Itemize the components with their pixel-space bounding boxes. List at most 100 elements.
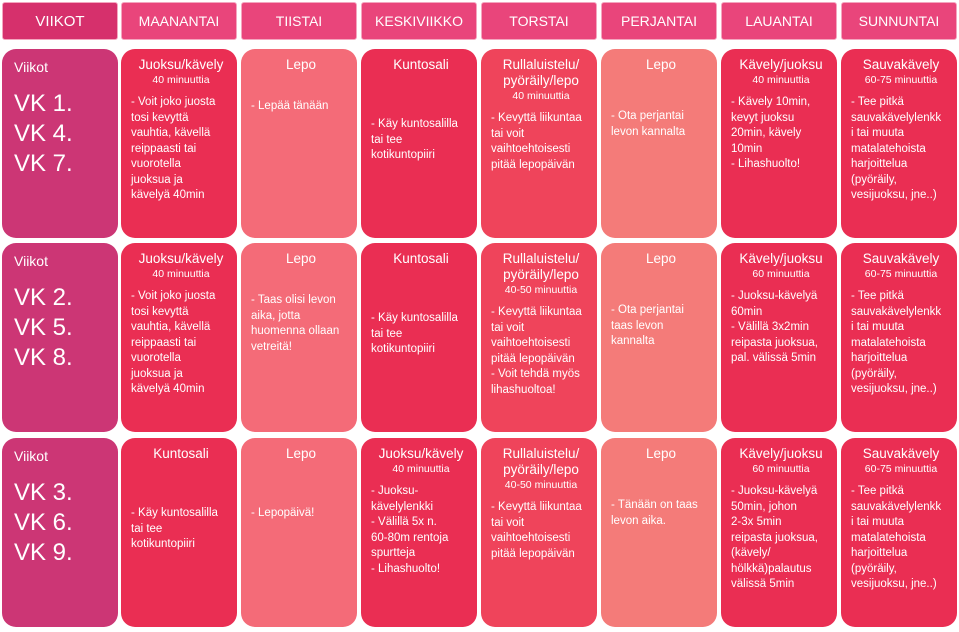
week-group-2: Viikot VK 2. VK 5. VK 8. — [2, 243, 118, 432]
week-label: Viikot — [14, 253, 48, 269]
activity-duration: 40 minuuttia — [752, 74, 810, 86]
activity-duration: 40 minuuttia — [152, 268, 210, 280]
activity-duration: 40 minuuttia — [392, 463, 450, 475]
activity-duration: 60 minuuttia — [752, 463, 810, 475]
day-card-fri-1: Lepo - Ota perjantai levon kannalta — [601, 49, 717, 238]
day-card-tue-3: Lepo - Lepopäivä! — [241, 438, 357, 627]
activity-description: - Tänään on taas levon aika. — [611, 499, 698, 527]
activity-title: Rullaluistelu/ pyöräily/lepo — [502, 57, 580, 88]
activity-title: Kävely/juoksu — [739, 446, 823, 461]
day-card-thu-2: Rullaluistelu/ pyöräily/lepo 40-50 minuu… — [481, 243, 597, 432]
day-card-mon-2: Juoksu/kävely 40 minuuttia - Voit joko j… — [121, 243, 237, 432]
day-card-wed-2: Kuntosali - Käy kuntosalilla tai tee kot… — [361, 243, 477, 432]
activity-description: - Tee pitkä sauvakävelylenkk i tai muuta… — [851, 485, 942, 590]
activity-title: Kuntosali — [393, 251, 449, 266]
day-card-fri-2: Lepo - Ota perjantai taas levon kannalta — [601, 243, 717, 432]
day-card-thu-1: Rullaluistelu/ pyöräily/lepo 40 minuutti… — [481, 49, 597, 238]
activity-description: - Ota perjantai levon kannalta — [611, 110, 686, 138]
activity-duration: 40-50 minuuttia — [504, 479, 578, 491]
activity-title: Kuntosali — [153, 446, 209, 461]
week-label: Viikot — [14, 59, 48, 75]
day-card-sun-2: Sauvakävely 60-75 minuuttia - Tee pitkä … — [841, 243, 957, 432]
activity-title: Kävely/juoksu — [739, 251, 823, 266]
activity-title: Sauvakävely — [862, 57, 940, 72]
activity-title: Juoksu/kävely — [138, 251, 224, 266]
day-card-tue-1: Lepo - Lepää tänään — [241, 49, 357, 238]
activity-duration: 60-75 minuuttia — [864, 463, 938, 475]
activity-description: - Käy kuntosalilla tai tee kotikuntopiir… — [371, 118, 458, 161]
activity-title: Lepo — [645, 446, 677, 461]
activity-description: - Lepopäivä! — [251, 507, 315, 519]
week-number: VK 6. — [14, 509, 73, 536]
activity-description: - Käy kuntosalilla tai tee kotikuntopiir… — [131, 507, 218, 550]
day-card-sun-1: Sauvakävely 60-75 minuuttia - Tee pitkä … — [841, 49, 957, 238]
activity-duration: 60-75 minuuttia — [864, 268, 938, 280]
activity-description: - Tee pitkä sauvakävelylenkk i tai muuta… — [851, 290, 942, 395]
activity-description: - Taas olisi levon aika, jotta huomenna … — [251, 294, 340, 353]
week-number: VK 3. — [14, 479, 73, 506]
activity-title: Lepo — [285, 251, 317, 266]
activity-description: - Voit joko juosta tosi kevyttä vauhtia,… — [131, 290, 216, 395]
day-card-sat-3: Kävely/juoksu 60 minuuttia - Juoksu-käve… — [721, 438, 837, 627]
activity-description: - Juoksu-kävelyä 50min, johon 2-3x 5min … — [731, 485, 818, 590]
activity-duration: 40 minuuttia — [512, 90, 570, 102]
activity-title: Rullaluistelu/ pyöräily/lepo — [502, 251, 580, 282]
week-number: VK 7. — [14, 150, 73, 177]
activity-title: Juoksu/kävely — [378, 446, 464, 461]
activity-title: Sauvakävely — [862, 446, 940, 461]
activity-title: Kuntosali — [393, 57, 449, 72]
activity-title: Kävely/juoksu — [739, 57, 823, 72]
week-group-3: Viikot VK 3. VK 6. VK 9. — [2, 438, 118, 627]
day-card-mon-1: Juoksu/kävely 40 minuuttia - Voit joko j… — [121, 49, 237, 238]
week-number: VK 9. — [14, 539, 73, 566]
header-viikot: VIIKOT — [2, 2, 118, 40]
activity-duration: 40-50 minuuttia — [504, 284, 578, 296]
activity-title: Lepo — [645, 57, 677, 72]
day-card-thu-3: Rullaluistelu/ pyöräily/lepo 40-50 minuu… — [481, 438, 597, 627]
day-card-mon-3: Kuntosali - Käy kuntosalilla tai tee kot… — [121, 438, 237, 627]
activity-title: Lepo — [285, 57, 317, 72]
header-lauantai: LAUANTAI — [721, 2, 837, 40]
week-number: VK 4. — [14, 120, 73, 147]
activity-title: Lepo — [285, 446, 317, 461]
activity-title: Juoksu/kävely — [138, 57, 224, 72]
activity-description: - Kevyttä liikuntaa tai voit vaihtoehtoi… — [491, 501, 582, 560]
header-keskiviikko: KESKIVIIKKO — [361, 2, 477, 40]
activity-duration: 40 minuuttia — [152, 74, 210, 86]
activity-description: - Voit joko juosta tosi kevyttä vauhtia,… — [131, 96, 216, 201]
day-card-sat-2: Kävely/juoksu 60 minuuttia - Juoksu-käve… — [721, 243, 837, 432]
activity-description: - Tee pitkä sauvakävelylenkk i tai muuta… — [851, 96, 942, 201]
activity-title: Lepo — [645, 251, 677, 266]
activity-title: Sauvakävely — [862, 251, 940, 266]
activity-description: - Kevyttä liikuntaa tai voit vaihtoehtoi… — [491, 306, 582, 396]
activity-duration: 60-75 minuuttia — [864, 74, 938, 86]
week-numbers: VK 2. VK 5. VK 8. — [14, 283, 112, 373]
activity-description: - Lepää tänään — [251, 100, 329, 112]
activity-description: - Kävely 10min, kevyt juoksu 20min, käve… — [731, 96, 811, 170]
activity-duration: 60 minuuttia — [752, 268, 810, 280]
activity-title: Rullaluistelu/ pyöräily/lepo — [502, 446, 580, 477]
header-maanantai: MAANANTAI — [121, 2, 237, 40]
activity-description: - Juoksu-kävelyä 60min - Välillä 3x2min … — [731, 290, 818, 364]
week-numbers: VK 3. VK 6. VK 9. — [14, 478, 112, 568]
day-card-sun-3: Sauvakävely 60-75 minuuttia - Tee pitkä … — [841, 438, 957, 627]
activity-description: - Kevyttä liikuntaa tai voit vaihtoehtoi… — [491, 112, 582, 171]
header-sunnuntai: SUNNUNTAI — [841, 2, 957, 40]
header-tiistai: TIISTAI — [241, 2, 357, 40]
week-group-1: Viikot VK 1. VK 4. VK 7. — [2, 49, 118, 238]
day-card-tue-2: Lepo - Taas olisi levon aika, jotta huom… — [241, 243, 357, 432]
week-number: VK 8. — [14, 344, 73, 371]
day-card-fri-3: Lepo - Tänään on taas levon aika. — [601, 438, 717, 627]
day-card-wed-1: Kuntosali - Käy kuntosalilla tai tee kot… — [361, 49, 477, 238]
week-numbers: VK 1. VK 4. VK 7. — [14, 89, 112, 179]
activity-description: - Ota perjantai taas levon kannalta — [611, 304, 684, 347]
activity-description: - Juoksu- kävelylenkki - Välillä 5x n. 6… — [371, 485, 449, 575]
activity-description: - Käy kuntosalilla tai tee kotikuntopiir… — [371, 312, 458, 355]
day-card-sat-1: Kävely/juoksu 40 minuuttia - Kävely 10mi… — [721, 49, 837, 238]
header-torstai: TORSTAI — [481, 2, 597, 40]
week-number: VK 5. — [14, 314, 73, 341]
week-number: VK 1. — [14, 90, 73, 117]
header-perjantai: PERJANTAI — [601, 2, 717, 40]
day-card-wed-3: Juoksu/kävely 40 minuuttia - Juoksu- käv… — [361, 438, 477, 627]
week-label: Viikot — [14, 448, 48, 464]
